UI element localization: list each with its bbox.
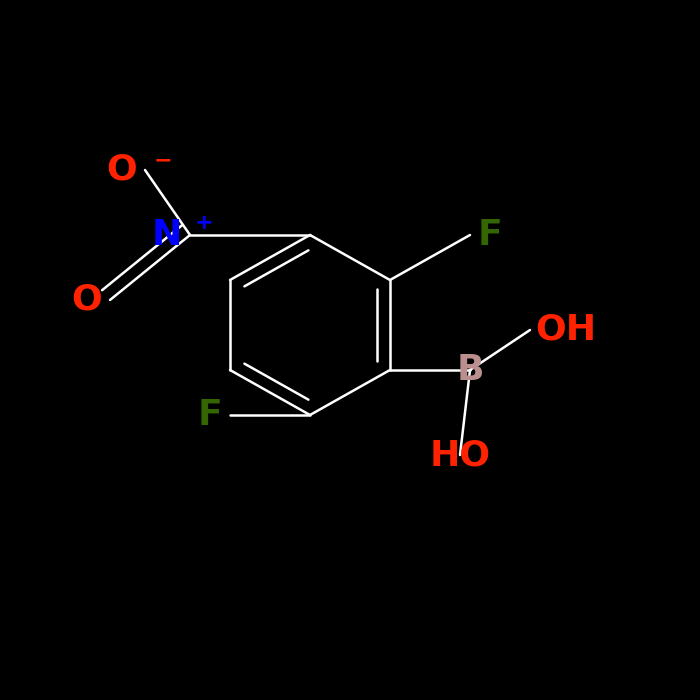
Text: −: − [154,150,172,170]
Text: OH: OH [535,313,596,347]
Text: F: F [478,218,503,252]
Text: O: O [71,283,102,317]
Text: HO: HO [429,438,491,472]
Text: O: O [106,153,137,187]
Text: N: N [152,218,182,252]
Text: B: B [456,353,484,387]
Text: +: + [195,213,214,233]
Text: F: F [197,398,222,432]
